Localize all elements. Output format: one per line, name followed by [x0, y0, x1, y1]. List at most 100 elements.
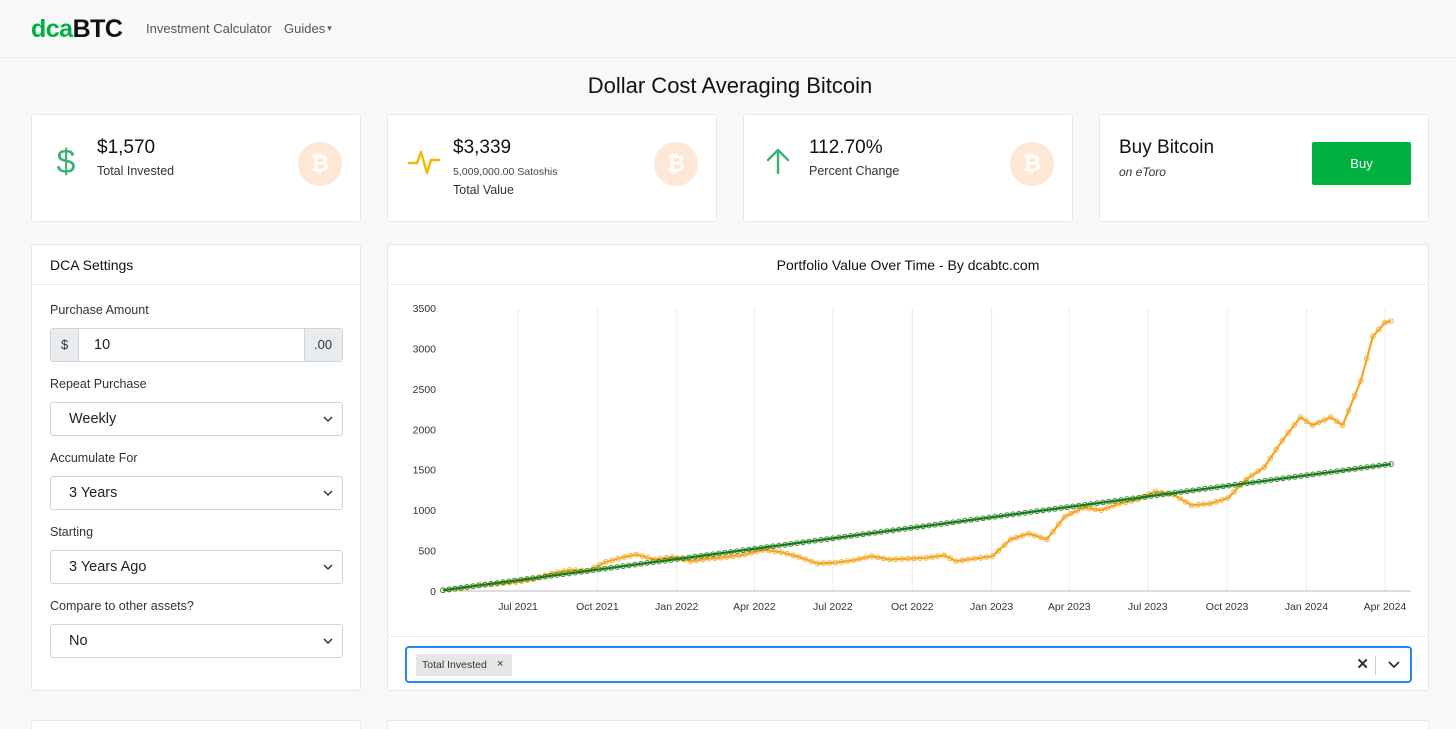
invested-data-point	[1238, 481, 1244, 487]
invested-data-point	[470, 583, 476, 590]
repeat-purchase-select[interactable]: Weekly	[50, 402, 343, 436]
purchase-amount-input[interactable]	[80, 329, 304, 361]
invested-data-point	[1250, 479, 1256, 486]
invested-data-point	[1136, 494, 1142, 501]
settings-header: DCA Settings	[32, 245, 360, 285]
starting-select[interactable]: 3 Years Ago	[50, 550, 343, 584]
logo-dca-text: dca	[31, 15, 73, 43]
invested-data-point	[896, 526, 902, 533]
invested-data-point	[1022, 509, 1028, 516]
selected-series-tag: Total Invested ×	[416, 654, 512, 676]
value-data-point	[1357, 377, 1364, 384]
value-data-point	[1363, 355, 1370, 362]
clear-selection-icon[interactable]: ✕	[1356, 656, 1369, 673]
value-data-point	[1219, 497, 1225, 503]
value-data-point	[1019, 532, 1026, 539]
value-data-point	[1043, 536, 1050, 543]
value-data-point	[627, 552, 634, 559]
chart-title: Portfolio Value Over Time - By dcabtc.co…	[776, 257, 1040, 273]
x-tick-label: Jan 2023	[970, 601, 1013, 613]
invested-data-point	[812, 537, 818, 544]
chevron-down-icon[interactable]	[1388, 660, 1400, 669]
value-data-point	[784, 550, 791, 557]
invested-data-point	[1184, 488, 1190, 495]
value-data-point	[1074, 507, 1080, 514]
value-data-point	[1382, 319, 1388, 326]
settings-title: DCA Settings	[50, 257, 134, 273]
invested-data-point	[1076, 502, 1082, 509]
invested-data-point	[536, 574, 542, 581]
series-multi-select[interactable]: Total Invested × ✕	[405, 646, 1412, 683]
invested-data-point	[824, 536, 830, 543]
invested-data-point	[794, 540, 800, 547]
value-data-point	[1303, 418, 1310, 425]
y-tick-label: 500	[418, 546, 436, 558]
value-data-point	[886, 556, 893, 563]
repeat-purchase-value: Weekly	[69, 411, 117, 427]
invested-data-point	[458, 584, 464, 591]
invested-data-point	[464, 584, 470, 590]
nav-investment-calculator[interactable]: Investment Calculator	[146, 21, 272, 36]
value-data-point	[1025, 530, 1032, 537]
invested-data-point	[554, 572, 560, 578]
invested-data-point	[1358, 465, 1364, 471]
value-data-point	[645, 554, 652, 561]
invested-data-point	[1352, 465, 1358, 472]
tag-label: Total Invested	[422, 659, 487, 671]
value-series-line	[442, 319, 1392, 592]
nav-guides-dropdown[interactable]: Guides ▾	[284, 21, 332, 36]
invested-data-point	[596, 566, 602, 573]
value-data-point	[1007, 536, 1014, 543]
compare-assets-value: No	[69, 633, 88, 649]
invested-data-point	[632, 561, 638, 568]
total-invested-card: $ $1,570 Total Invested ₿	[31, 114, 361, 222]
value-data-point	[1351, 392, 1358, 399]
accumulate-for-value: 3 Years	[69, 485, 118, 501]
accumulate-for-select[interactable]: 3 Years	[50, 476, 343, 510]
x-tick-label: Oct 2021	[576, 601, 619, 613]
currency-symbol: $	[61, 337, 69, 352]
compare-assets-select[interactable]: No	[50, 624, 343, 658]
value-data-point	[977, 554, 984, 561]
invested-data-point	[1262, 477, 1268, 484]
invested-data-point	[770, 543, 776, 550]
site-logo[interactable]: dcaBTC	[31, 15, 123, 44]
chart-divider	[388, 636, 1428, 637]
tag-remove-icon[interactable]: ×	[497, 658, 504, 670]
invested-data-point	[1322, 469, 1328, 476]
dca-settings-panel: DCA Settings Purchase Amount $ .00 Repea…	[31, 244, 361, 691]
invested-data-point	[1208, 485, 1214, 491]
invested-data-point	[1298, 473, 1304, 479]
indicator-separator	[1375, 656, 1376, 675]
invested-data-point	[1190, 487, 1196, 494]
invested-data-point	[1256, 478, 1262, 485]
invested-data-point	[644, 560, 650, 566]
buy-button[interactable]: Buy	[1312, 142, 1411, 185]
bitcoin-icon: ₿	[298, 142, 342, 186]
svg-text:$: $	[57, 143, 76, 179]
x-tick-label: Apr 2022	[733, 601, 776, 613]
value-data-point	[802, 556, 809, 563]
percent-change-label: Percent Change	[809, 164, 900, 178]
value-data-point	[1267, 455, 1274, 462]
invested-data-point	[452, 585, 458, 592]
bitcoin-icon: ₿	[654, 142, 698, 186]
invested-data-point	[902, 525, 908, 532]
value-data-point	[814, 560, 821, 567]
invested-data-point	[1304, 472, 1310, 479]
decimals-addon: .00	[304, 329, 342, 361]
value-data-point	[687, 558, 694, 565]
invested-data-point	[1118, 497, 1124, 503]
invested-data-point	[944, 520, 950, 527]
value-data-point	[1176, 495, 1183, 502]
value-data-point	[778, 549, 785, 556]
invested-data-point	[1070, 503, 1076, 510]
x-tick-label: Apr 2024	[1364, 601, 1407, 613]
decimals-text: .00	[314, 337, 333, 352]
value-data-point	[868, 553, 875, 560]
invested-data-point	[968, 517, 974, 523]
x-tick-label: Jan 2022	[655, 601, 698, 613]
portfolio-chart-card: Portfolio Value Over Time - By dcabtc.co…	[387, 244, 1429, 691]
value-data-point	[1037, 534, 1044, 541]
portfolio-value-chart[interactable]: Jul 2021 Oct 2021 Jan 2022 Apr 2022 Jul 2022…	[388, 286, 1428, 636]
